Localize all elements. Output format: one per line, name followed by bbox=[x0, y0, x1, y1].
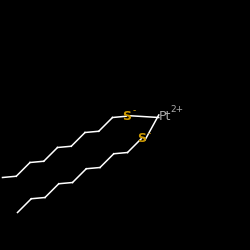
Text: Pt: Pt bbox=[159, 110, 171, 123]
Text: S: S bbox=[137, 132, 146, 145]
Text: 2+: 2+ bbox=[170, 106, 183, 114]
Text: -: - bbox=[148, 129, 151, 138]
Text: -: - bbox=[132, 106, 136, 115]
Text: S: S bbox=[122, 110, 131, 123]
